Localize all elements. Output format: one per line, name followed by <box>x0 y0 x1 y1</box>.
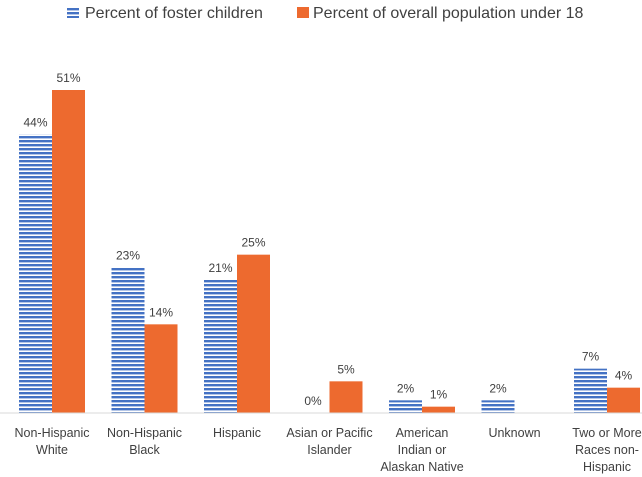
data-label-s0-c0: 44% <box>23 115 47 129</box>
data-label-s0-c1: 23% <box>116 248 140 262</box>
data-label-s1-c2: 25% <box>241 236 265 250</box>
data-label-s1-c6: 4% <box>615 369 633 383</box>
bar-s0-c4 <box>389 400 422 413</box>
bar-s1-c6 <box>607 387 640 413</box>
bar-s0-c0 <box>19 134 52 414</box>
bar-s0-c1 <box>111 267 145 413</box>
data-label-s1-c4: 1% <box>430 388 448 402</box>
bar-s1-c0 <box>52 90 85 413</box>
category-label-1-line-1: Black <box>129 443 160 457</box>
data-label-s0-c5: 2% <box>489 381 507 395</box>
category-label-1-line-0: Non-Hispanic <box>107 426 182 440</box>
category-label-3-line-1: Islander <box>307 443 351 457</box>
data-label-s0-c6: 7% <box>582 350 600 364</box>
legend-swatch-population-under-18 <box>297 7 309 18</box>
legend-label-population-under-18: Percent of overall population under 18 <box>313 5 584 22</box>
category-label-6-line-0: Two or More <box>572 426 642 440</box>
bar-s1-c4 <box>422 406 455 413</box>
bar-s1-c1 <box>144 324 178 413</box>
data-label-s1-c1: 14% <box>149 305 173 319</box>
bar-s1-c3 <box>329 381 363 413</box>
category-label-4-line-0: American <box>396 426 449 440</box>
category-label-2-line-0: Hispanic <box>213 426 261 440</box>
legend: Percent of foster children Percent of ov… <box>67 5 584 22</box>
bar-s0-c2 <box>204 280 237 413</box>
data-label-s0-c4: 2% <box>397 381 415 395</box>
category-label-0-line-0: Non-Hispanic <box>14 426 89 440</box>
bar-s1-c2 <box>237 254 270 413</box>
category-label-6-line-1: Races non- <box>575 443 639 457</box>
category-label-4-line-2: Alaskan Native <box>380 460 463 474</box>
legend-swatch-foster-children <box>67 7 79 18</box>
data-label-s1-c0: 51% <box>56 71 80 85</box>
category-label-5-line-0: Unknown <box>488 426 540 440</box>
bar-s0-c6 <box>574 368 607 413</box>
data-labels: 44% 51% 23% 14% 21% 25% 0% 5% 2% 1% 2% 7% 4% <box>23 71 632 408</box>
data-label-s1-c3: 5% <box>337 362 355 376</box>
category-label-6-line-2: Hispanic <box>583 460 631 474</box>
bar-s0-c5 <box>481 400 515 413</box>
legend-label-foster-children: Percent of foster children <box>85 5 263 22</box>
category-label-4-line-1: Indian or <box>398 443 447 457</box>
category-label-3-line-0: Asian or Pacific <box>286 426 372 440</box>
legend-item-foster-children: Percent of foster children <box>67 5 263 22</box>
bars <box>19 90 640 414</box>
category-labels: Non-Hispanic White Non-Hispanic Black Hispan… <box>14 426 641 474</box>
legend-item-population-under-18: Percent of overall population under 18 <box>297 5 584 22</box>
data-label-s0-c2: 21% <box>208 261 232 275</box>
data-label-s0-c3: 0% <box>304 394 322 408</box>
category-label-0-line-1: White <box>36 443 68 457</box>
